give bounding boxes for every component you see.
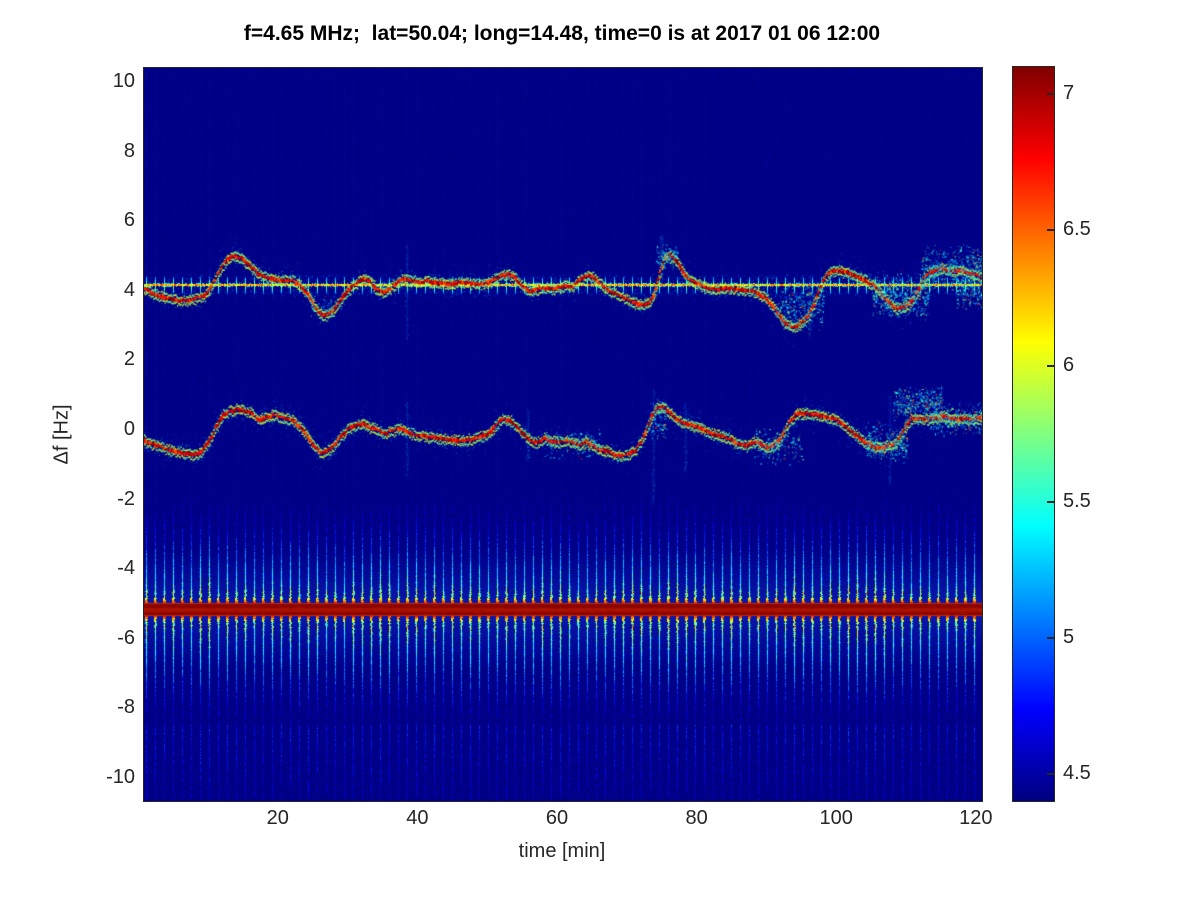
y-tick-label: -4 [117,557,135,580]
y-tick-label: 4 [123,278,135,301]
colorbar-tick-label: 5 [1063,625,1075,648]
x-tick-label: 40 [406,807,429,829]
colorbar-tick-mark [1047,229,1054,232]
colorbar-tick-mark [1047,772,1054,775]
colorbar-tick-label: 5.5 [1063,489,1091,512]
spectrogram-plot-area [143,67,983,802]
spectrogram-canvas [144,68,982,801]
y-tick-label: -10 [106,766,135,788]
x-tick-label: 100 [819,807,853,829]
colorbar-tick-label: 6.5 [1063,218,1091,241]
y-tick-label: -2 [117,487,135,510]
colorbar-tick-label: 4.5 [1063,761,1091,784]
x-axis-label: time [min] [518,840,606,862]
x-tick-label: 120 [959,807,993,829]
colorbar-tick-mark [1047,365,1054,368]
x-tick-label: 20 [266,807,289,829]
y-tick-label: 6 [123,209,135,232]
x-tick-label: 60 [545,807,569,829]
y-tick-label: 0 [123,418,135,440]
x-tick-label: 80 [685,807,708,829]
y-axis-label: Δf [Hz] [50,404,73,465]
colorbar [1012,66,1055,802]
colorbar-tick-mark [1047,93,1054,96]
colorbar-tick-mark [1047,500,1054,503]
plot-title: f=4.65 MHz; lat=50.04; long=14.48, time=… [243,22,881,45]
y-tick-label: -6 [117,626,135,649]
colorbar-tick-label: 6 [1063,354,1075,377]
colorbar-tick-mark [1047,636,1054,639]
colorbar-tick-label: 7 [1063,82,1075,105]
y-tick-label: 2 [123,348,135,371]
y-tick-label: -8 [117,696,135,719]
y-tick-label: 8 [123,139,135,162]
y-tick-label: 10 [112,70,135,92]
